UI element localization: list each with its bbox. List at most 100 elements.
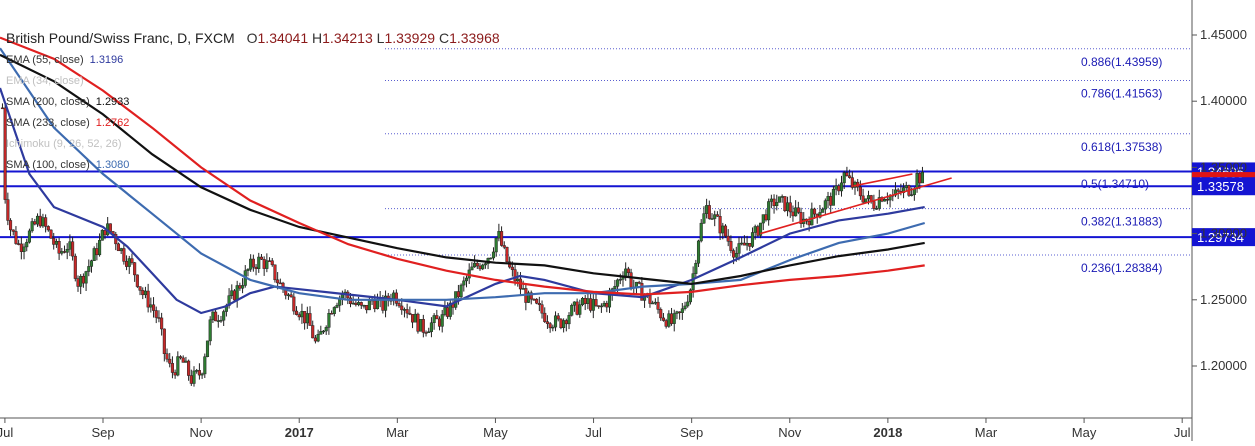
candle-up [775, 202, 779, 207]
candle-up [915, 173, 919, 189]
candle-up [100, 230, 104, 241]
legend-row[interactable]: SMA (100, close) 1.3080 [6, 155, 129, 176]
candle-down [589, 298, 593, 311]
x-tick-label: Jul [1174, 425, 1191, 440]
candle-up [60, 251, 64, 254]
candle-up [219, 319, 223, 322]
legend-row[interactable]: EMA (55, close) 1.3196 [6, 50, 129, 71]
candle-up [491, 251, 496, 259]
candle-down [629, 272, 633, 288]
candle-up [384, 295, 388, 311]
candle-up [316, 334, 320, 342]
ohlc-values: O1.34041 H1.34213 L1.33929 C1.33968 [247, 30, 500, 46]
candle-down [162, 328, 166, 354]
candle-down [545, 321, 549, 324]
legend-row[interactable]: SMA (233, close) 1.2762 [6, 113, 129, 134]
candle-up [794, 207, 798, 217]
legend-value: 1.2762 [95, 117, 130, 129]
candle-down [181, 357, 185, 363]
fib-level-label: 0.886(1.43959) [1081, 55, 1162, 69]
candle-up [203, 356, 207, 375]
candle-up [910, 194, 914, 196]
legend-label: Ichimoku (9, 26, 52, 26) [6, 138, 122, 150]
candle-up [740, 242, 744, 245]
candle-down [165, 353, 169, 360]
candle-up [149, 304, 153, 308]
x-tick-label: May [1072, 425, 1097, 440]
candle-down [33, 221, 37, 225]
legend-row[interactable]: SMA (200, close) 1.2933 [6, 92, 129, 113]
candle-down [308, 313, 312, 326]
candle-up [721, 225, 725, 234]
candle-down [189, 375, 193, 384]
candle-up [823, 200, 827, 210]
candle-down [829, 196, 833, 206]
candle-up [680, 308, 684, 313]
legend-value: 1.3196 [89, 54, 124, 66]
close-label: C [438, 30, 450, 46]
candle-up [651, 302, 655, 305]
candle-up [826, 196, 830, 201]
candle-up [54, 241, 58, 245]
candle-down [848, 175, 852, 178]
candle-up [143, 290, 147, 296]
candle-up [462, 280, 466, 286]
candle-down [661, 317, 665, 321]
candle-up [696, 240, 701, 264]
candle-up [883, 199, 887, 202]
candle-up [205, 340, 210, 357]
candle-up [777, 196, 782, 203]
candle-down [529, 292, 533, 300]
legend-label: SMA (233, close) [6, 117, 90, 129]
candle-down [416, 313, 420, 332]
candle-down [52, 238, 56, 245]
candle-down [850, 177, 854, 188]
candle-down [791, 211, 795, 217]
candle-down [267, 260, 272, 262]
candle-down [742, 242, 746, 246]
candle-down [57, 241, 61, 254]
candle-down [122, 248, 126, 262]
high-label: H [312, 30, 323, 46]
legend-row[interactable]: EMA (34, close) [6, 71, 129, 92]
candle-up [551, 326, 555, 329]
candle-up [699, 222, 703, 242]
candle-down [278, 282, 282, 285]
candle-up [216, 320, 220, 322]
candle-down [502, 245, 506, 248]
candle-down [276, 279, 280, 284]
candle-down [270, 260, 274, 266]
candle-up [489, 257, 493, 260]
candle-down [273, 264, 277, 281]
candle-down [44, 217, 48, 227]
candle-down [125, 261, 129, 267]
y-tick-label: 1.25000 [1200, 292, 1247, 307]
candle-down [475, 262, 479, 267]
candle-up [710, 218, 714, 220]
candle-down [38, 215, 42, 227]
candle-up [357, 302, 361, 305]
candle-up [324, 327, 328, 332]
candle-up [572, 301, 576, 306]
candle-up [208, 319, 212, 342]
legend-row[interactable]: Ichimoku (9, 26, 52, 26) [6, 134, 129, 155]
candle-down [251, 258, 255, 268]
candle-down [238, 285, 242, 289]
candle-down [170, 363, 174, 373]
candle-down [116, 243, 121, 252]
candle-up [235, 285, 239, 301]
candle-up [567, 315, 571, 325]
candle-down [626, 268, 630, 273]
candle-down [259, 256, 264, 260]
candle-up [265, 260, 269, 269]
legend-label: SMA (200, close) [6, 96, 90, 108]
candle-up [98, 240, 102, 256]
candle-up [750, 232, 755, 247]
candle-up [362, 304, 366, 307]
candle-down [807, 220, 811, 226]
candle-down [330, 313, 334, 315]
candle-down [885, 199, 889, 201]
high-value: 1.34213 [322, 30, 373, 46]
